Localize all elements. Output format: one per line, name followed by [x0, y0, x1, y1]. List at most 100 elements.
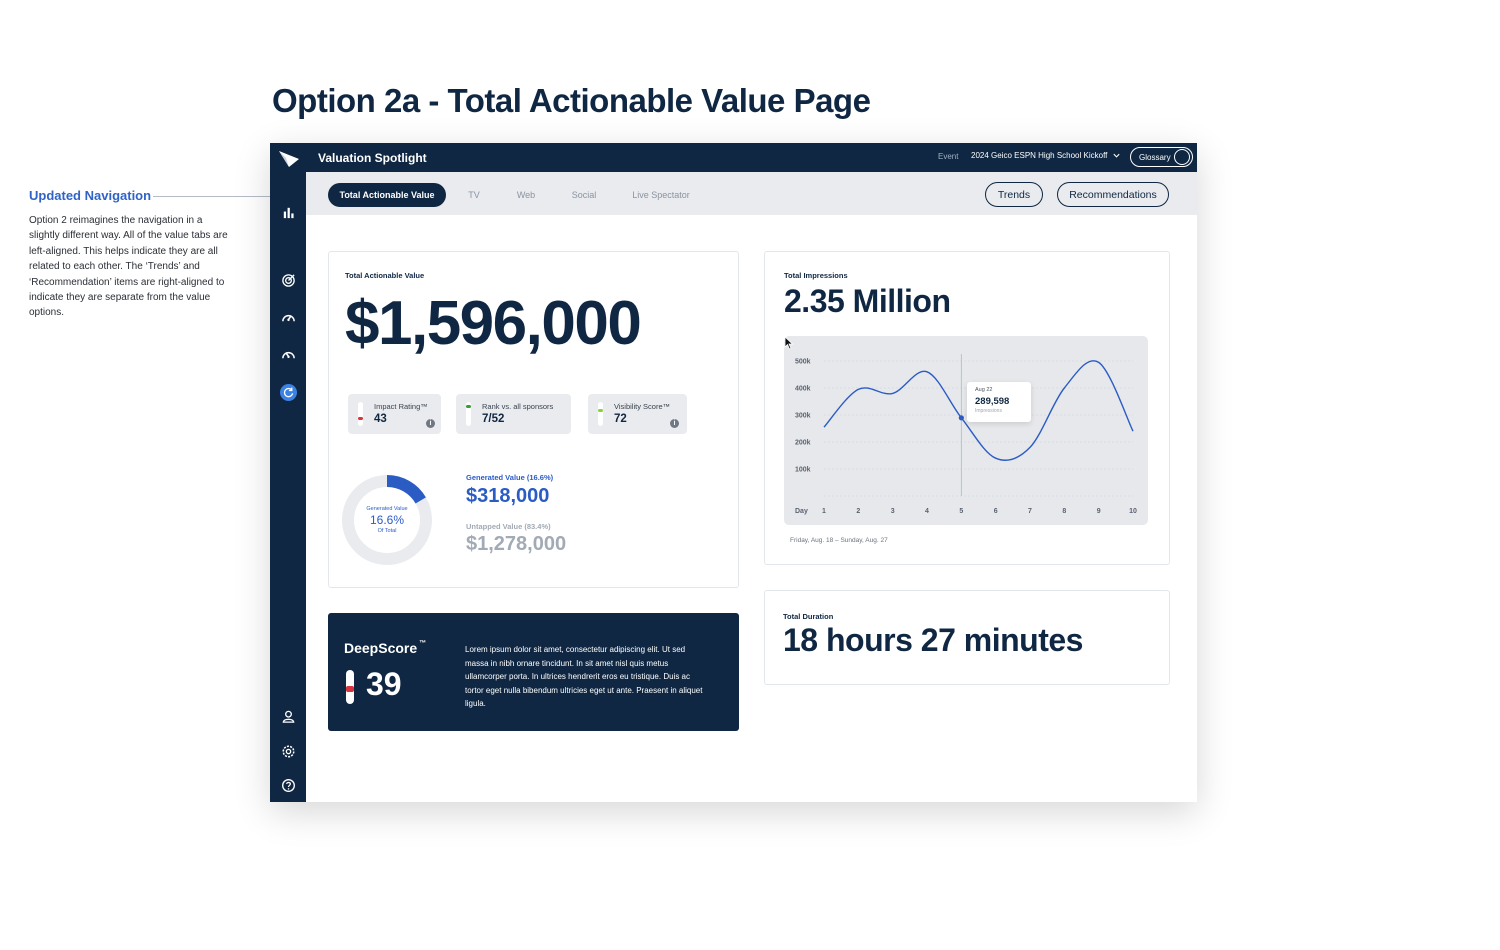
untapped-value-label: Untapped Value (83.4%): [466, 522, 551, 531]
x-tick-label: 9: [1097, 508, 1101, 515]
untapped-value: $1,278,000: [466, 533, 567, 555]
y-tick-label: 300k: [795, 413, 811, 420]
refresh-active-icon[interactable]: [280, 384, 297, 401]
glossary-toggle[interactable]: Glossary: [1130, 147, 1193, 167]
tooltip-date: Aug 22: [975, 387, 993, 393]
tooltip-value: 289,598: [975, 396, 1010, 407]
card-title: Total Duration: [783, 612, 834, 621]
app-logo-icon[interactable]: [278, 150, 300, 168]
x-axis-label: Day: [795, 508, 808, 515]
x-tick-label: 5: [959, 508, 963, 515]
trends-button[interactable]: Trends: [985, 182, 1043, 207]
total-impressions-card: Total Impressions 2.35 Million 500k 400k 3…: [764, 251, 1170, 565]
deepscore-value: 39: [366, 666, 402, 702]
donut-center: Generated Value 16.6% Of Total: [341, 474, 433, 566]
deepscore-card: DeepScore ™ 39 Lorem ipsum dolor sit amet…: [328, 613, 739, 731]
x-tick-label: 10: [1129, 508, 1137, 515]
card-title: Total Impressions: [784, 271, 848, 280]
deepscore-title: DeepScore ™: [344, 640, 427, 656]
top-bar: Valuation Spotlight Event 2024 Geico ESP…: [270, 143, 1197, 172]
gauge-level-dot: [466, 405, 471, 408]
mouse-cursor-icon: [784, 336, 794, 350]
y-tick-label: 100k: [795, 467, 811, 474]
tab-social[interactable]: Social: [571, 190, 597, 200]
total-duration-value: 18 hours 27 minutes: [783, 622, 1083, 658]
tab-total-actionable-value[interactable]: Total Actionable Value: [328, 183, 446, 207]
total-actionable-value: $1,596,000: [345, 289, 642, 358]
tab-bar: Total Actionable Value TV Web Social Liv…: [306, 172, 1197, 215]
donut-top-label: Generated Value: [366, 506, 408, 512]
app-window: Valuation Spotlight Event 2024 Geico ESP…: [270, 143, 1197, 802]
tab-live-spectator[interactable]: Live Spectator: [632, 190, 690, 200]
total-actionable-value-card: Total Actionable Value $1,596,000 Impact…: [328, 251, 739, 588]
x-tick-label: 3: [891, 508, 895, 515]
y-tick-label: 400k: [795, 386, 811, 393]
app-title: Valuation Spotlight: [318, 151, 427, 165]
donut-percent: 16.6%: [369, 513, 405, 527]
info-icon[interactable]: i: [670, 419, 679, 428]
rank-metric: Rank vs. all sponsors 7/52: [456, 394, 571, 434]
generated-value-label: Generated Value (16.6%): [466, 473, 554, 482]
rank-gauge: [466, 402, 471, 426]
deepscore-gauge: [346, 670, 354, 704]
chevron-down-icon: [1113, 153, 1120, 158]
total-impressions-value: 2.35 Million: [784, 283, 951, 319]
rank-label: Rank vs. all sponsors: [482, 402, 554, 411]
card-title: Total Actionable Value: [345, 271, 425, 280]
gauge-level-dot: [358, 417, 363, 420]
highlight-point: [958, 415, 964, 421]
toggle-knob: [1174, 149, 1190, 165]
visibility-score-label: Visibility Score™: [614, 402, 671, 411]
tab-tv[interactable]: TV: [468, 190, 480, 200]
help-icon[interactable]: [281, 778, 296, 793]
visibility-score-gauge: [598, 402, 603, 426]
settings-icon[interactable]: [281, 744, 296, 759]
impact-rating-metric: Impact Rating™ 43 i: [348, 394, 441, 434]
y-tick-label: 500k: [795, 359, 811, 366]
total-duration-card: Total Duration 18 hours 27 minutes: [764, 590, 1170, 685]
info-icon[interactable]: i: [426, 419, 435, 428]
gauge-level-dot: [598, 409, 603, 412]
recommendations-button[interactable]: Recommendations: [1057, 182, 1169, 207]
x-tick-label: 1: [822, 508, 826, 515]
target-icon[interactable]: [281, 273, 296, 288]
event-select-value: 2024 Geico ESPN High School Kickoff: [971, 151, 1108, 160]
bar-chart-icon[interactable]: [281, 205, 296, 220]
impact-rating-value: 43: [374, 413, 387, 425]
page-title: Option 2a - Total Actionable Value Page: [272, 82, 871, 119]
impact-rating-gauge: [358, 402, 363, 426]
donut-generated-arc: [342, 475, 432, 565]
impressions-chart[interactable]: 500k 400k 300k 200k 100k Day 1 2 3 4 5 6 7 8 9 10 Aug 2…: [784, 336, 1148, 525]
event-select[interactable]: 2024 Geico ESPN High School Kickoff: [971, 151, 1121, 160]
gauge-level-dot: [346, 686, 354, 692]
impact-rating-label: Impact Rating™: [374, 402, 428, 411]
annotation-body: Option 2 reimagines the navigation in a …: [29, 215, 228, 319]
x-tick-label: 7: [1028, 508, 1032, 515]
sidebar: [270, 172, 306, 802]
event-label: Event: [938, 152, 959, 161]
trademark-mark: ™: [419, 640, 427, 647]
annotation-heading: Updated Navigation: [29, 188, 152, 203]
gauge-icon[interactable]: [281, 310, 296, 325]
x-tick-label: 2: [856, 508, 860, 515]
impressions-series-line: [823, 360, 1134, 461]
visibility-score-metric: Visibility Score™ 72 i: [588, 394, 687, 434]
x-tick-label: 4: [925, 508, 929, 515]
x-tick-label: 6: [994, 508, 998, 515]
generated-value-donut: [342, 475, 432, 565]
y-tick-label: 200k: [795, 440, 811, 447]
annotation-connector: [153, 196, 273, 197]
chart-tooltip: Aug 22 289,598 Impressions: [967, 382, 1031, 422]
glossary-label: Glossary: [1139, 152, 1171, 162]
donut-bottom-label: Of Total: [377, 528, 397, 534]
impressions-line-chart: 500k 400k 300k 200k 100k Day 1 2 3 4 5 6 7 8 9 10: [795, 354, 1137, 515]
user-icon[interactable]: [281, 709, 296, 724]
deepscore-description: Lorem ipsum dolor sit amet, consectetur …: [465, 645, 703, 708]
chart-date-range: Friday, Aug. 18 – Sunday, Aug. 27: [790, 537, 888, 544]
x-tick-label: 8: [1062, 508, 1066, 515]
visibility-score-value: 72: [614, 413, 627, 425]
tab-web[interactable]: Web: [516, 190, 536, 200]
tooltip-label: Impressions: [975, 408, 1002, 414]
generated-value: $318,000: [466, 485, 550, 507]
speedometer-icon[interactable]: [281, 347, 296, 362]
